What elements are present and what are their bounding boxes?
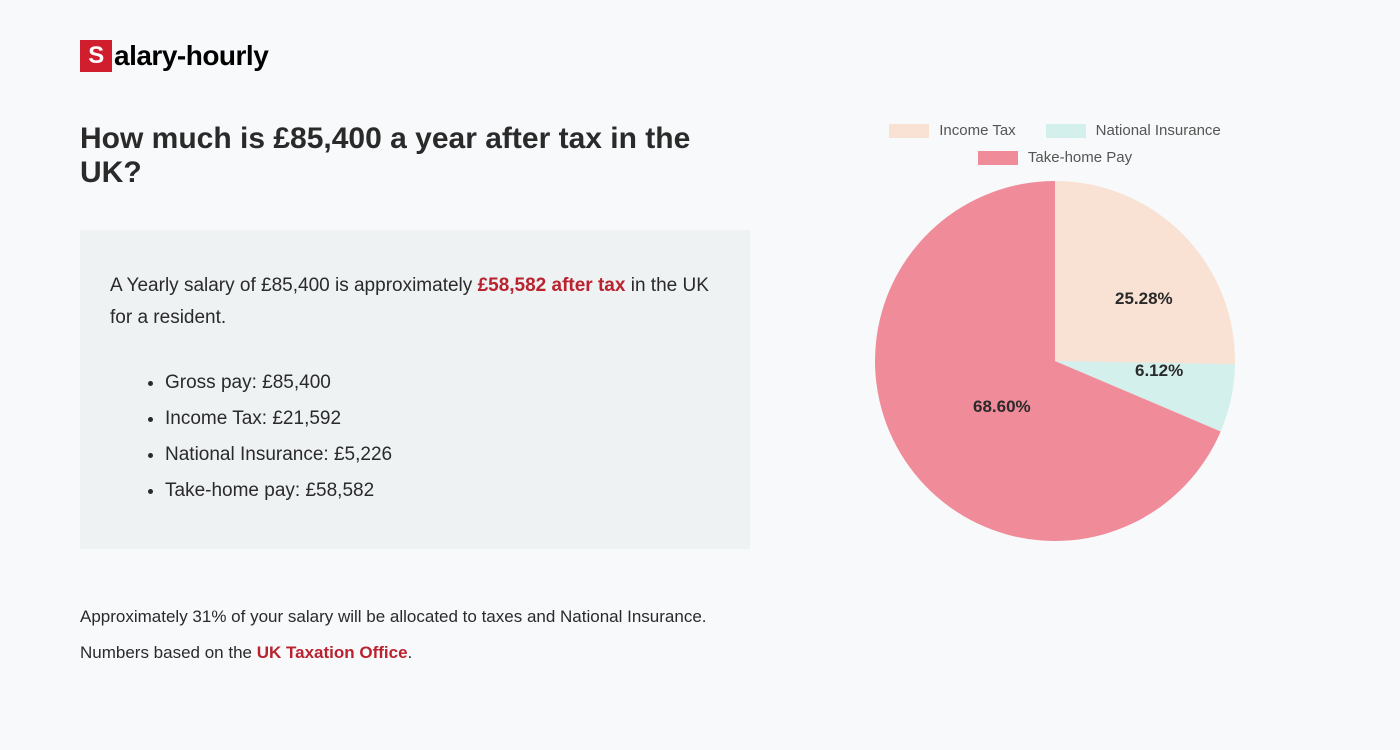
legend-national-insurance: National Insurance xyxy=(1046,122,1221,139)
page-title: How much is £85,400 a year after tax in … xyxy=(80,122,750,190)
legend-swatch-income-tax xyxy=(889,124,929,138)
footer-link[interactable]: UK Taxation Office xyxy=(257,643,408,662)
right-section: Income Tax National Insurance Take-home … xyxy=(840,122,1270,670)
breakdown-list: Gross pay: £85,400 Income Tax: £21,592 N… xyxy=(110,365,720,509)
legend-swatch-national-insurance xyxy=(1046,124,1086,138)
footer-line1: Approximately 31% of your salary will be… xyxy=(80,607,707,626)
pie-label-take-home: 68.60% xyxy=(973,397,1031,417)
summary-highlight: £58,582 after tax xyxy=(478,275,626,296)
legend-swatch-take-home xyxy=(978,151,1018,165)
breakdown-gross: Gross pay: £85,400 xyxy=(165,365,720,401)
summary-text: A Yearly salary of £85,400 is approximat… xyxy=(110,270,720,335)
footer-text: Approximately 31% of your salary will be… xyxy=(80,599,750,670)
pie-chart: 25.28% 6.12% 68.60% xyxy=(875,181,1235,541)
legend-label-income-tax: Income Tax xyxy=(939,122,1015,139)
pie-label-income-tax: 25.28% xyxy=(1115,289,1173,309)
logo-text: alary-hourly xyxy=(114,40,268,72)
breakdown-national-insurance: National Insurance: £5,226 xyxy=(165,437,720,473)
legend-income-tax: Income Tax xyxy=(889,122,1015,139)
legend-label-national-insurance: National Insurance xyxy=(1096,122,1221,139)
footer-line2-suffix: . xyxy=(408,643,413,662)
legend-label-take-home: Take-home Pay xyxy=(1028,149,1132,166)
main-container: How much is £85,400 a year after tax in … xyxy=(80,122,1320,670)
left-section: How much is £85,400 a year after tax in … xyxy=(80,122,750,670)
summary-prefix: A Yearly salary of £85,400 is approximat… xyxy=(110,275,478,296)
legend-take-home: Take-home Pay xyxy=(978,149,1132,166)
pie-label-national-insurance: 6.12% xyxy=(1135,361,1183,381)
logo: S alary-hourly xyxy=(80,40,1320,72)
logo-s-badge: S xyxy=(80,40,112,72)
footer-line2-prefix: Numbers based on the xyxy=(80,643,257,662)
chart-legend: Income Tax National Insurance Take-home … xyxy=(840,122,1270,166)
summary-box: A Yearly salary of £85,400 is approximat… xyxy=(80,230,750,549)
breakdown-income-tax: Income Tax: £21,592 xyxy=(165,401,720,437)
breakdown-take-home: Take-home pay: £58,582 xyxy=(165,473,720,509)
